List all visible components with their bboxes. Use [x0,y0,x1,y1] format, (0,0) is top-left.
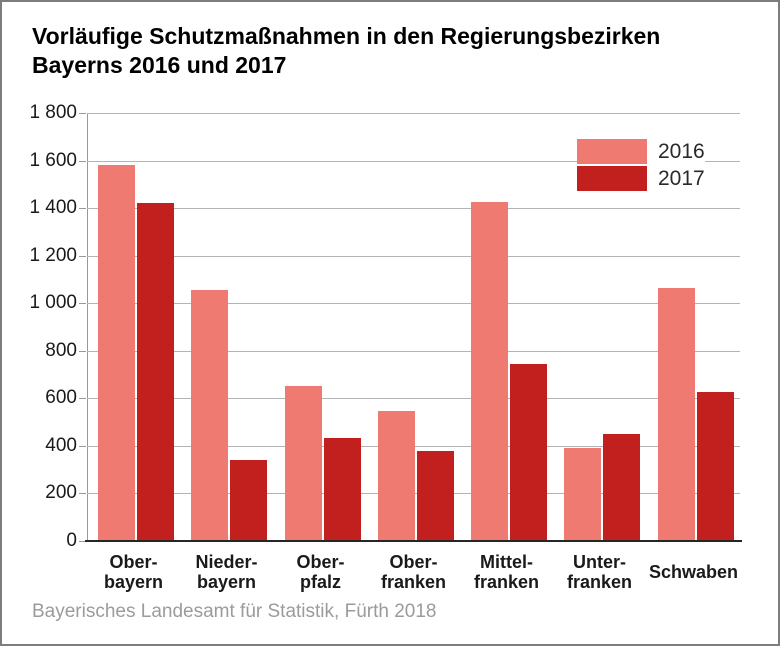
legend-item-2016: 2016 [577,139,705,164]
gridline-600 [87,398,740,399]
legend-label-2016: 2016 [658,139,705,163]
chart-title: Vorläufige Schutzmaßnahmen in den Regier… [32,23,661,78]
y-tick-label-400: 400 [45,435,77,456]
bar-2016-oberfranken [378,411,415,540]
x-category-label-mittelfranken: Mittel- franken [473,552,540,592]
y-tick-1200 [79,256,86,257]
y-axis-line [87,113,88,541]
y-tick-1600 [79,161,86,162]
source-credit: Bayerisches Landesamt für Statistik, Für… [32,601,437,622]
bar-2017-niederbayern [230,460,267,540]
y-tick-label-0: 0 [66,530,77,551]
gridline-800 [87,351,740,352]
y-tick-label-1600: 1 600 [29,150,77,171]
y-tick-1400 [79,208,86,209]
bar-2017-oberpfalz [324,438,361,540]
bar-2017-oberfranken [417,451,454,540]
y-tick-400 [79,446,86,447]
y-tick-label-200: 200 [45,482,77,503]
y-tick-label-1000: 1 000 [29,292,77,313]
x-category-label-oberfranken: Ober- franken [380,552,447,592]
bar-2017-oberbayern [137,203,174,540]
legend-item-2017: 2017 [577,166,705,191]
bar-2016-unterfranken [564,448,601,540]
bar-2017-unterfranken [603,434,640,540]
legend: 2016 2017 [577,139,705,193]
gridline-1000 [87,303,740,304]
gridline-1400 [87,208,740,209]
x-axis-line [85,540,742,542]
y-tick-label-1800: 1 800 [29,102,77,123]
x-category-label-oberpfalz: Ober- pfalz [296,552,345,592]
x-category-label-schwaben: Schwaben [648,562,739,582]
legend-swatch-2017 [577,166,647,191]
bar-2017-mittelfranken [510,364,547,540]
bar-2017-schwaben [697,392,734,540]
y-tick-label-1200: 1 200 [29,245,77,266]
y-tick-label-800: 800 [45,340,77,361]
gridline-1600 [87,161,740,162]
y-tick-0 [79,541,86,542]
bar-2016-oberpfalz [285,386,322,540]
y-tick-label-1400: 1 400 [29,197,77,218]
y-tick-1000 [79,303,86,304]
bar-2016-niederbayern [191,290,228,540]
y-tick-600 [79,398,86,399]
y-tick-1800 [79,113,86,114]
bar-2016-mittelfranken [471,202,508,540]
legend-swatch-2016 [577,139,647,164]
bar-2016-schwaben [658,288,695,540]
gridline-1800 [87,113,740,114]
y-tick-800 [79,351,86,352]
y-tick-label-600: 600 [45,387,77,408]
x-category-label-niederbayern: Nieder- bayern [195,552,258,592]
bar-2016-oberbayern [98,165,135,540]
gridline-1200 [87,256,740,257]
y-tick-200 [79,493,86,494]
x-category-label-oberbayern: Ober- bayern [103,552,164,592]
legend-label-2017: 2017 [658,166,705,190]
x-category-label-unterfranken: Unter- franken [566,552,633,592]
plot-area: 0 200 400 600 800 1 000 1 200 1 400 1 600 1 800 Ob… [29,103,742,592]
